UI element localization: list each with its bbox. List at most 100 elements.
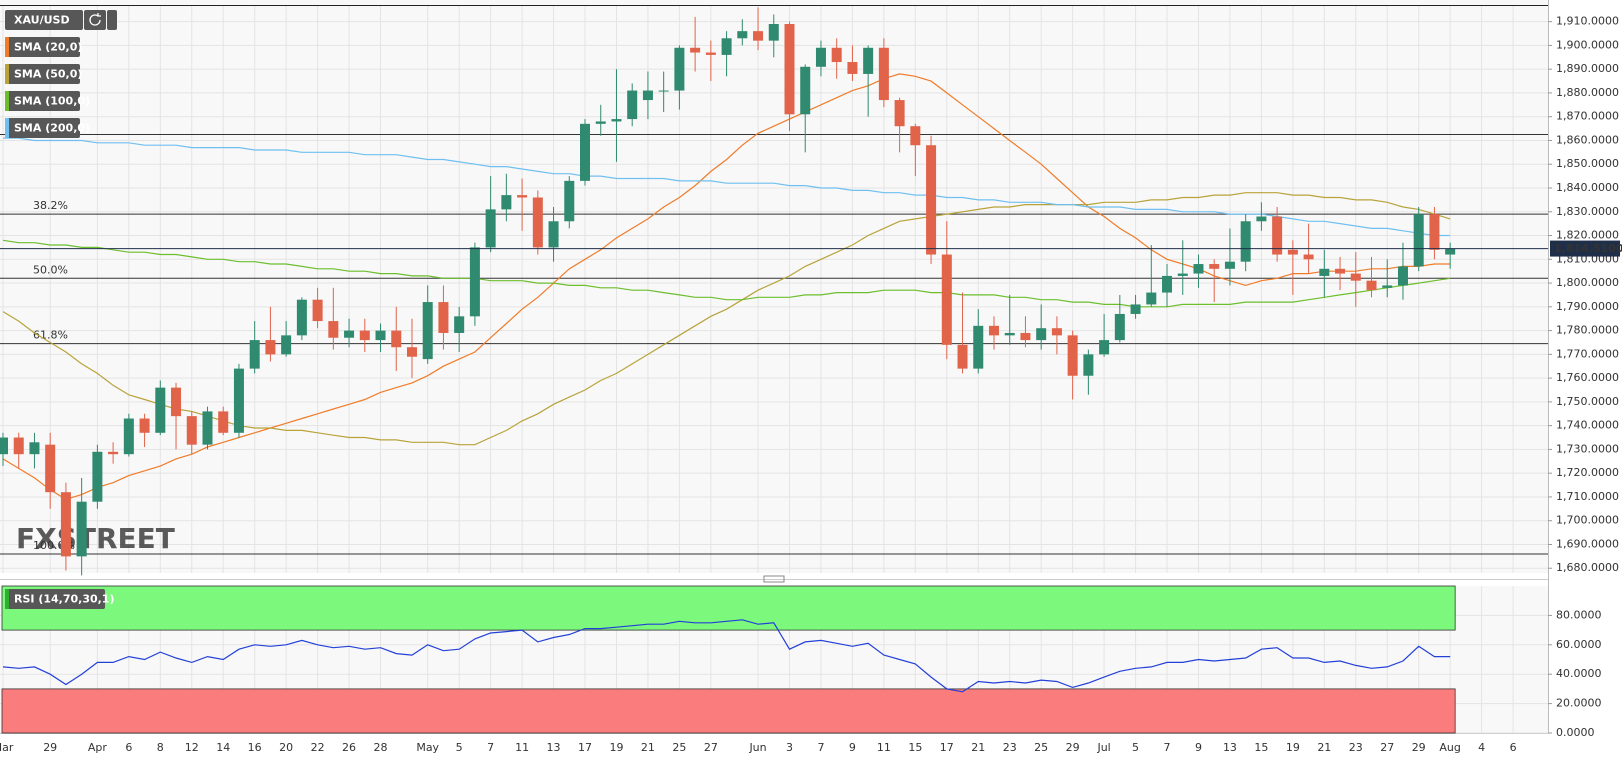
candle-body [391,330,402,348]
y-tick-label: 1,900.0000 [1556,38,1619,51]
candle-body [1287,249,1298,255]
x-tick-label: 12 [185,741,199,754]
candle-body [1067,335,1078,376]
watermark: FXSTREET [16,522,175,555]
candle-body [1256,216,1267,222]
x-tick-label: 7 [487,741,494,754]
rsi-line [2,619,1451,693]
candle-body [642,90,653,101]
y-tick-label: 0.0000 [1556,726,1595,739]
x-tick-label: 7 [817,741,824,754]
candle-body [1051,328,1062,336]
x-tick-label: 21 [971,741,985,754]
calendar-button[interactable] [107,10,117,30]
candle-body [233,368,244,433]
x-tick-label: 13 [1223,741,1237,754]
refresh-icon [89,13,101,26]
candle-body [1335,268,1346,274]
refresh-button[interactable] [84,10,106,30]
x-tick-label: 9 [849,741,856,754]
candle-body [517,195,528,198]
candle-body [406,347,417,357]
candle-body [1162,275,1173,293]
legend-label-box [5,64,80,84]
candle-body [1303,254,1314,260]
x-tick-label: 27 [704,741,718,754]
y-tick-label: 1,800.0000 [1556,276,1619,289]
y-tick-label: 1,840.0000 [1556,181,1619,194]
y-tick-label: 60.0000 [1556,638,1602,651]
x-tick-label: 16 [248,741,262,754]
y-tick-label: 20.0000 [1556,697,1602,710]
candle-body [186,416,197,445]
y-tick-label: 1,890.0000 [1556,62,1619,75]
y-tick-label: 1,760.0000 [1556,371,1619,384]
candle-body [312,299,323,322]
candle-body [13,437,24,455]
legend-label: SMA (50,0) [14,68,82,81]
x-tick-label: Jul [1096,741,1110,754]
oversold-band [1,688,1456,734]
candle-body [768,24,779,41]
x-tick-label: 8 [157,741,164,754]
sma-line [2,73,1451,500]
candle-body [155,387,166,433]
candle-body [296,299,307,336]
x-tick-label: 5 [1132,741,1139,754]
y-tick-label: 1,910.0000 [1556,15,1619,28]
candle-body [0,437,8,455]
candle-body [1366,280,1377,291]
y-tick-label: 1,770.0000 [1556,347,1619,360]
candle-body [957,344,968,369]
overbought-band [1,585,1456,631]
candle-body [171,387,182,417]
candle-body [658,90,669,92]
candle-body [1429,214,1440,250]
y-tick-label: 1,820.0000 [1556,229,1619,242]
fib-label: 38.2% [33,199,68,212]
candle-body [910,126,921,146]
x-tick-label: 4 [1478,741,1485,754]
candle-body [941,254,952,345]
candle-body [564,180,575,222]
candle-body [1209,264,1220,269]
candle-body [202,411,213,445]
candle-body [265,340,276,355]
candle-body [281,335,292,355]
candle-body [705,52,716,55]
y-tick-label: 1,860.0000 [1556,133,1619,146]
x-tick-label: 19 [1286,741,1300,754]
candle-body [139,418,150,433]
candle-body [218,411,229,433]
x-tick-label: 13 [547,741,561,754]
candle-body [815,47,826,67]
candle-body [800,66,811,115]
x-tick-label: 15 [908,741,922,754]
x-tick-label: 28 [374,741,388,754]
candle-body [831,47,842,63]
legend-label-swatch [5,37,9,57]
candle-body [1445,248,1456,255]
sma-line [2,239,1451,308]
candle-body [627,90,638,120]
rsi-title-swatch [5,589,9,609]
y-tick-label: 1,830.0000 [1556,205,1619,218]
x-tick-label: 15 [1254,741,1268,754]
candle-body [1319,268,1330,276]
x-tick-label: 23 [1349,741,1363,754]
candle-body [1193,264,1204,274]
x-tick-label: 25 [1034,741,1048,754]
x-tick-label: 20 [279,741,293,754]
resize-handle[interactable] [763,575,785,583]
candle-body [1272,216,1283,255]
current-price-label: 1,814.5100 [1554,242,1622,255]
candle-body [1036,328,1047,341]
candle-body [847,62,858,74]
candle-body [45,444,56,493]
y-tick-label: 1,750.0000 [1556,395,1619,408]
candle-body [1130,304,1141,314]
candle-body [548,221,559,248]
x-tick-label: 19 [609,741,623,754]
candle-body [1177,273,1188,276]
